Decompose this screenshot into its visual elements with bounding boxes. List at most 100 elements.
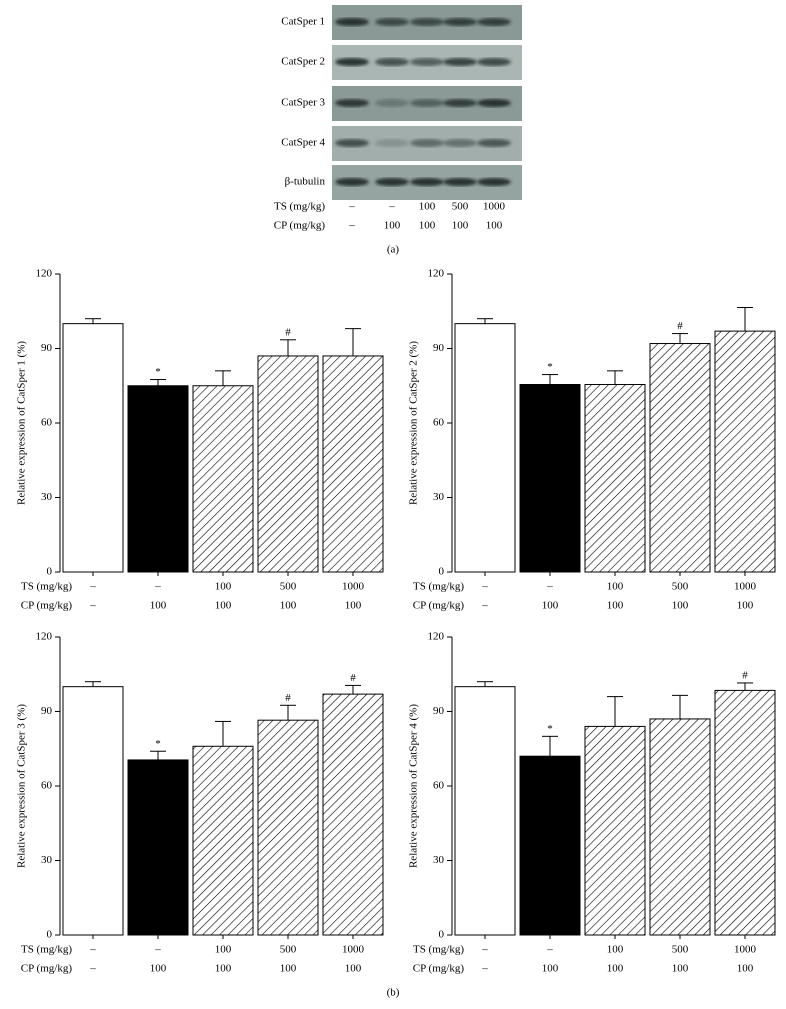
bar — [454, 323, 516, 573]
ts-row-title: TS (mg/kg) — [21, 944, 72, 956]
significance-marker: # — [350, 672, 356, 684]
y-tick-label: 60 — [433, 780, 445, 792]
ts-label: – — [154, 581, 161, 593]
bar — [519, 755, 581, 936]
significance-marker: # — [742, 669, 748, 681]
y-tick-label: 30 — [433, 854, 445, 866]
blot-ts-title: TS (mg/kg) — [274, 201, 325, 213]
cp-label: 100 — [607, 600, 624, 612]
bar — [649, 343, 711, 573]
cp-row-title: CP (mg/kg) — [413, 963, 465, 975]
blot-ts-label: – — [348, 201, 355, 213]
cp-label: 100 — [542, 600, 559, 612]
cp-label: 100 — [672, 963, 689, 975]
cp-label: 100 — [737, 600, 754, 612]
blot-cp-label: 100 — [384, 220, 401, 232]
cp-row-title: CP (mg/kg) — [21, 963, 73, 975]
ts-label: – — [481, 581, 488, 593]
cp-label: 100 — [672, 600, 689, 612]
significance-marker: # — [285, 692, 291, 704]
blot-row-label: β-tubulin — [285, 176, 326, 188]
cp-label: 100 — [345, 600, 362, 612]
blot-cp-label: – — [348, 220, 355, 232]
blot-ts-label: 1000 — [483, 201, 506, 213]
y-tick-label: 90 — [41, 705, 53, 717]
cp-label: 100 — [345, 963, 362, 975]
blot-band — [335, 139, 369, 147]
cp-label: 100 — [150, 600, 167, 612]
y-tick-label: 0 — [47, 566, 53, 578]
ts-row-title: TS (mg/kg) — [413, 581, 464, 593]
cp-label: – — [89, 963, 96, 975]
significance-marker: # — [677, 320, 683, 332]
y-tick-label: 60 — [433, 417, 445, 429]
y-tick-label: 90 — [433, 342, 445, 354]
cp-row-title: CP (mg/kg) — [21, 600, 73, 612]
ts-row-title: TS (mg/kg) — [21, 581, 72, 593]
y-tick-label: 120 — [428, 268, 445, 280]
bar — [714, 330, 776, 573]
y-axis-title: Relative expression of CatSper 1 (%) — [16, 341, 28, 505]
blot-band — [375, 139, 409, 147]
bar — [454, 686, 516, 936]
blot-band — [410, 58, 444, 66]
significance-marker: * — [155, 738, 161, 750]
bar — [257, 719, 319, 936]
blot-band — [477, 99, 511, 107]
cp-label: 100 — [280, 600, 297, 612]
bar — [322, 693, 384, 936]
ts-label: 1000 — [734, 944, 757, 956]
ts-label: 100 — [215, 944, 232, 956]
blot-band — [410, 18, 444, 26]
blot-band — [477, 178, 511, 186]
blot-row-label: CatSper 3 — [281, 97, 325, 109]
bar — [127, 385, 189, 573]
blot-band — [477, 139, 511, 147]
ts-label: 500 — [280, 581, 297, 593]
y-tick-label: 60 — [41, 780, 53, 792]
cp-label: 100 — [280, 963, 297, 975]
ts-label: – — [546, 944, 553, 956]
blot-ts-label: – — [388, 201, 395, 213]
blot-band — [375, 18, 409, 26]
y-tick-label: 120 — [36, 268, 53, 280]
ts-label: 100 — [607, 944, 624, 956]
bar — [192, 745, 254, 936]
blot-band — [443, 139, 477, 147]
blot-ts-label: 500 — [452, 201, 469, 213]
bar — [257, 355, 319, 573]
y-axis-title: Relative expression of CatSper 3 (%) — [16, 704, 28, 868]
blot-ts-label: 100 — [419, 201, 436, 213]
bar — [584, 384, 646, 573]
ts-label: 1000 — [734, 581, 757, 593]
bar — [519, 384, 581, 573]
ts-label: – — [546, 581, 553, 593]
bar — [192, 385, 254, 573]
blot-band — [375, 99, 409, 107]
blot-band — [335, 58, 369, 66]
blot-band — [410, 99, 444, 107]
caption-a: (a) — [387, 244, 400, 256]
blot-cp-label: 100 — [486, 220, 503, 232]
y-tick-label: 90 — [41, 342, 53, 354]
y-tick-label: 60 — [41, 417, 53, 429]
blot-band — [375, 58, 409, 66]
cp-label: 100 — [215, 963, 232, 975]
y-tick-label: 90 — [433, 705, 445, 717]
blot-band — [335, 99, 369, 107]
ts-label: 500 — [672, 581, 689, 593]
cp-label: – — [481, 600, 488, 612]
blot-band — [443, 99, 477, 107]
bar — [62, 686, 124, 936]
blot-row-label: CatSper 2 — [281, 56, 325, 68]
cp-label: 100 — [542, 963, 559, 975]
bar — [714, 689, 776, 936]
ts-row-title: TS (mg/kg) — [413, 944, 464, 956]
significance-marker: # — [285, 326, 291, 338]
blot-row-label: CatSper 4 — [281, 137, 325, 149]
y-tick-label: 0 — [439, 929, 445, 941]
ts-label: 100 — [215, 581, 232, 593]
y-tick-label: 30 — [41, 491, 53, 503]
y-axis-title: Relative expression of CatSper 4 (%) — [408, 704, 420, 868]
